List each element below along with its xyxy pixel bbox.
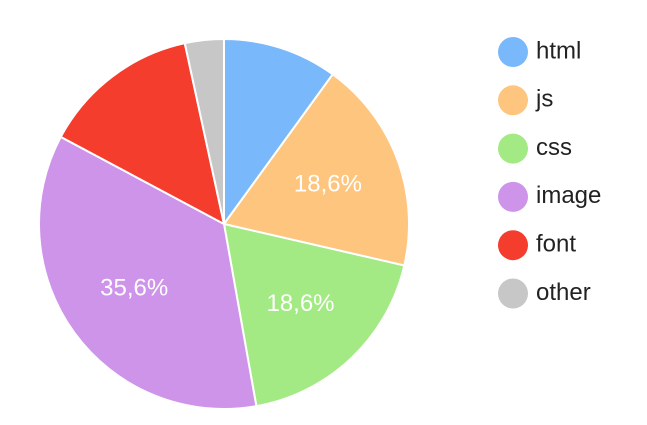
pie-slice xyxy=(183,37,225,225)
legend-marker xyxy=(498,37,528,67)
legend-marker xyxy=(498,133,528,164)
legend-marker xyxy=(498,85,528,116)
pie-slice xyxy=(222,222,406,408)
pie-slice xyxy=(222,72,410,267)
legend-label: js xyxy=(535,86,553,113)
pie-slice xyxy=(59,42,226,226)
legend-marker xyxy=(498,278,528,309)
legend-marker xyxy=(498,181,528,212)
legend-label: font xyxy=(536,231,576,258)
legend-label: image xyxy=(536,182,601,209)
pie-slice xyxy=(223,37,335,228)
legend-marker xyxy=(498,230,528,261)
pie-slice xyxy=(38,135,258,410)
legend-label: html xyxy=(536,37,581,64)
legend-label: other xyxy=(536,279,591,306)
slice-label: 18,6% xyxy=(266,290,334,317)
slice-label: 35,6% xyxy=(100,275,168,302)
slice-label: 18,6% xyxy=(294,170,362,197)
legend-label: css xyxy=(536,134,572,161)
